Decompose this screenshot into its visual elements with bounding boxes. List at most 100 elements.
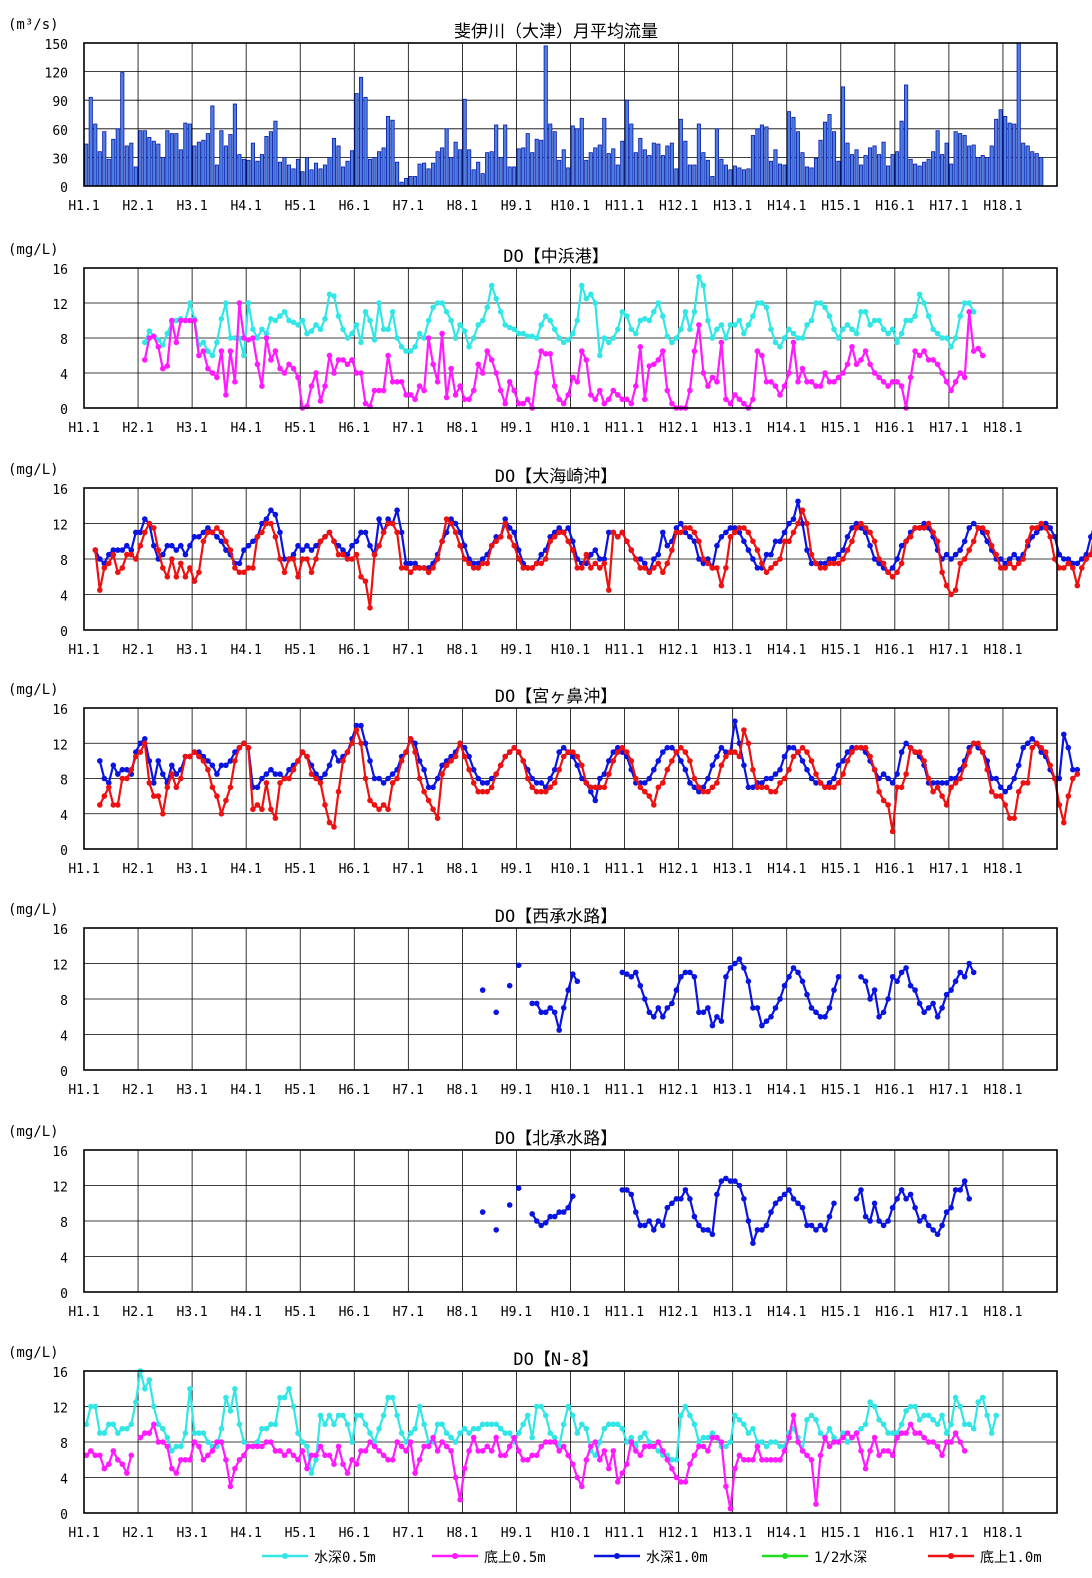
data-point	[529, 565, 535, 571]
data-point	[353, 1412, 360, 1419]
data-point	[871, 538, 878, 545]
x-tick-label: H10.1	[551, 199, 590, 214]
flow-bar	[543, 45, 548, 187]
flow-bar	[895, 151, 900, 187]
flow-bar	[1016, 42, 1021, 187]
data-point	[867, 361, 873, 368]
data-point	[547, 1005, 553, 1011]
flow-bar	[390, 119, 395, 187]
data-point	[452, 1474, 459, 1481]
data-point	[961, 1421, 968, 1428]
data-point	[169, 771, 175, 777]
data-point	[187, 753, 193, 760]
data-point	[750, 313, 756, 319]
data-point	[277, 771, 283, 777]
data-point	[700, 1009, 707, 1016]
flow-bar	[413, 176, 418, 187]
data-point	[344, 551, 351, 558]
flow-bar	[764, 126, 769, 187]
data-point	[772, 560, 779, 567]
data-point	[385, 352, 391, 359]
data-point	[786, 744, 792, 751]
data-point	[515, 1185, 522, 1191]
data-point	[700, 370, 707, 376]
data-point	[799, 1204, 806, 1211]
data-point	[646, 793, 653, 799]
data-point	[304, 753, 310, 760]
x-tick-label: H12.1	[659, 1305, 698, 1320]
y-tick-label: 8	[60, 1437, 68, 1452]
data-point	[430, 565, 436, 571]
data-point	[551, 326, 558, 333]
data-point	[241, 335, 247, 341]
data-point	[736, 1452, 743, 1459]
data-point	[538, 348, 544, 354]
data-point	[885, 383, 891, 389]
flow-bar	[187, 123, 192, 187]
x-tick-label: H2.1	[122, 421, 153, 436]
data-point	[696, 1439, 702, 1445]
flow-bar	[534, 138, 539, 187]
y-axis-unit: (mg/L)	[8, 1345, 59, 1361]
flow-bar	[890, 154, 895, 187]
x-tick-label: H11.1	[605, 862, 644, 877]
y-tick-label: 90	[52, 95, 68, 110]
data-point	[592, 1439, 599, 1445]
flow-bar	[485, 152, 490, 187]
data-point	[439, 300, 445, 306]
data-point	[1051, 534, 1058, 540]
flow-bar	[476, 161, 481, 187]
data-point	[736, 529, 743, 536]
data-point	[610, 529, 617, 536]
x-tick-label: H12.1	[659, 421, 698, 436]
data-point	[961, 556, 968, 562]
data-point	[709, 335, 716, 341]
data-point	[939, 1222, 945, 1229]
data-point	[723, 565, 729, 571]
chart-title: 斐伊川（大津）月平均流量	[454, 22, 658, 42]
data-point	[921, 525, 927, 531]
data-point	[813, 771, 819, 777]
data-point	[952, 1394, 959, 1401]
flow-bar	[1012, 123, 1017, 187]
data-point	[173, 547, 180, 553]
data-point	[191, 749, 198, 755]
data-point	[880, 1222, 887, 1229]
data-point	[637, 556, 644, 562]
data-point	[92, 1452, 99, 1459]
data-point	[777, 780, 783, 786]
data-point	[475, 1448, 482, 1454]
data-point	[723, 974, 729, 980]
data-point	[97, 1452, 103, 1459]
flow-bar	[286, 164, 292, 187]
y-tick-label: 120	[45, 67, 68, 82]
data-point	[651, 556, 657, 562]
data-point	[1006, 784, 1013, 791]
y-tick-label: 0	[60, 625, 68, 640]
series-水深0.5m	[142, 274, 977, 359]
legend-item: 底上1.0m	[928, 1550, 1042, 1566]
x-tick-label: H14.1	[767, 643, 806, 658]
data-point	[570, 971, 576, 977]
data-point	[1006, 815, 1013, 821]
data-point	[790, 529, 797, 536]
data-point	[538, 788, 544, 795]
y-tick-label: 0	[60, 181, 68, 196]
flow-bar	[949, 163, 954, 187]
data-point	[115, 802, 121, 808]
x-tick-label: H10.1	[551, 643, 590, 658]
data-point	[272, 1448, 279, 1454]
data-point	[196, 534, 202, 540]
data-point	[254, 802, 261, 808]
flow-bar	[967, 145, 972, 187]
data-point	[808, 317, 815, 324]
flow-bar	[232, 103, 237, 187]
data-point	[579, 282, 585, 289]
data-point	[412, 565, 418, 571]
data-point	[290, 551, 297, 558]
flow-bar	[449, 156, 454, 187]
data-point	[313, 771, 319, 777]
data-point	[907, 1403, 914, 1410]
legend-label: 水深0.5m	[314, 1550, 376, 1566]
data-point	[579, 348, 585, 354]
